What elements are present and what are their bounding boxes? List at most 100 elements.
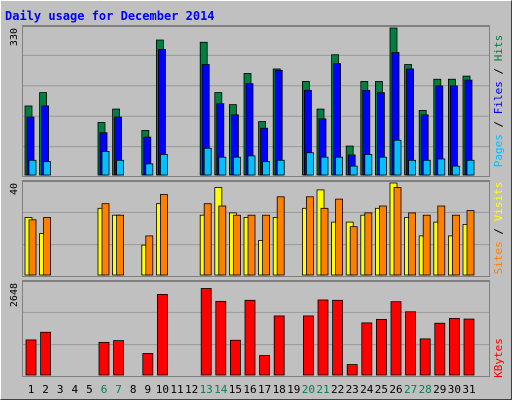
kbytes-bar [390, 301, 402, 376]
kbytes-bar [302, 315, 314, 376]
panel-1-ymax-label: 330 [9, 28, 20, 46]
legend-sites-visits-separator: / [492, 221, 505, 241]
kbytes-bar [113, 340, 124, 376]
x-tick-label: 10 [156, 383, 169, 396]
files-bar [449, 85, 458, 176]
sites-bar [116, 214, 124, 276]
x-tick-label: 9 [144, 383, 151, 396]
sites-bar [451, 214, 460, 276]
sites-bar [276, 196, 285, 276]
kbytes-bar [40, 331, 51, 376]
kbytes-bar [419, 338, 431, 376]
x-tick-label: 6 [101, 383, 108, 396]
kbytes-bar [215, 300, 227, 376]
x-tick-label: 26 [389, 383, 402, 396]
x-tick-label: 14 [214, 383, 228, 396]
sites-bar [364, 212, 373, 276]
x-tick-label: 15 [229, 383, 242, 396]
kbytes-bar [98, 341, 110, 376]
x-tick-label: 1 [28, 383, 35, 396]
legend-files: Files [492, 81, 505, 114]
panel-3-ymax-label: 2648 [9, 283, 20, 307]
sites-bar [393, 187, 402, 276]
x-tick-label: 8 [130, 383, 137, 396]
pages-bar [349, 165, 358, 176]
sites-bar [437, 205, 446, 276]
kbytes-bar [332, 299, 344, 376]
legend-kbytes: KBytes [492, 338, 505, 378]
kbytes-bar [375, 319, 387, 376]
kbytes-bar [273, 315, 285, 376]
pages-bar [305, 152, 314, 176]
sites-bar [28, 219, 37, 276]
x-tick-label: 7 [115, 383, 122, 396]
pages-bar [203, 147, 212, 176]
sites-bar [43, 217, 51, 276]
sites-bar [466, 210, 475, 276]
panel-2-ymax-label: 40 [9, 183, 20, 195]
pages-bar [408, 159, 417, 176]
x-tick-label: 2 [42, 383, 49, 396]
panel-3-plot-area [22, 280, 490, 377]
kbytes-bar [156, 293, 168, 376]
sites-bar [349, 226, 358, 276]
pages-bar [393, 139, 402, 176]
x-tick-label: 13 [200, 383, 213, 396]
sites-bar [320, 207, 329, 276]
pages-bar [422, 159, 431, 176]
kbytes-bar [434, 322, 446, 376]
kbytes-bar [229, 339, 241, 376]
sites-bar [422, 214, 431, 276]
x-tick-label: 24 [360, 383, 374, 396]
pages-bar [262, 161, 271, 176]
pages-bar [232, 156, 241, 176]
sites-bar [408, 212, 417, 276]
sites-bar [247, 214, 256, 276]
x-tick-label: 5 [86, 383, 93, 396]
legend-visits: Visits [492, 182, 505, 222]
pages-bar [116, 159, 124, 176]
x-tick-label: 28 [419, 383, 432, 396]
pages-bar [276, 159, 285, 176]
x-tick-label: 29 [433, 383, 446, 396]
kbytes-bar [244, 299, 256, 376]
legend-pages-files-hits: Pages / Files / Hits [492, 35, 505, 168]
x-tick-label: 19 [287, 383, 300, 396]
x-tick-label: 18 [273, 383, 286, 396]
kbytes-bar [463, 318, 475, 376]
legend-sites: Sites [492, 241, 505, 274]
pages-bar [218, 156, 227, 176]
sites-bar [145, 235, 154, 276]
sites-bar [305, 196, 314, 276]
kbytes-bar [361, 322, 373, 376]
pages-bar [28, 159, 37, 176]
x-tick-label: 25 [375, 383, 388, 396]
legend-pages-files-hits-separator: / [492, 61, 505, 81]
sites-bar [335, 198, 344, 276]
sites-bar [232, 214, 241, 276]
kbytes-bar [346, 364, 358, 376]
sites-bar [218, 205, 227, 276]
sites-bar [378, 205, 387, 276]
legend-pages: Pages [492, 134, 505, 167]
x-tick-label: 11 [170, 383, 183, 396]
x-tick-label: 20 [302, 383, 315, 396]
kbytes-bar [25, 339, 37, 376]
pages-bar [145, 163, 154, 176]
x-tick-label: 16 [243, 383, 256, 396]
legend-kbytes: KBytes [492, 338, 505, 378]
pages-bar [466, 159, 475, 176]
legend-pages-files-hits-separator: / [492, 114, 505, 134]
x-tick-label: 22 [331, 383, 344, 396]
x-tick-label: 4 [71, 383, 78, 396]
x-tick-label: 23 [346, 383, 359, 396]
pages-bar [335, 156, 344, 176]
files-bar [406, 68, 415, 176]
pages-bar [378, 156, 387, 176]
legend-sites-visits: Sites / Visits [492, 182, 505, 275]
files-bar [274, 69, 283, 176]
kbytes-bar [448, 317, 460, 376]
pages-bar [451, 165, 460, 176]
